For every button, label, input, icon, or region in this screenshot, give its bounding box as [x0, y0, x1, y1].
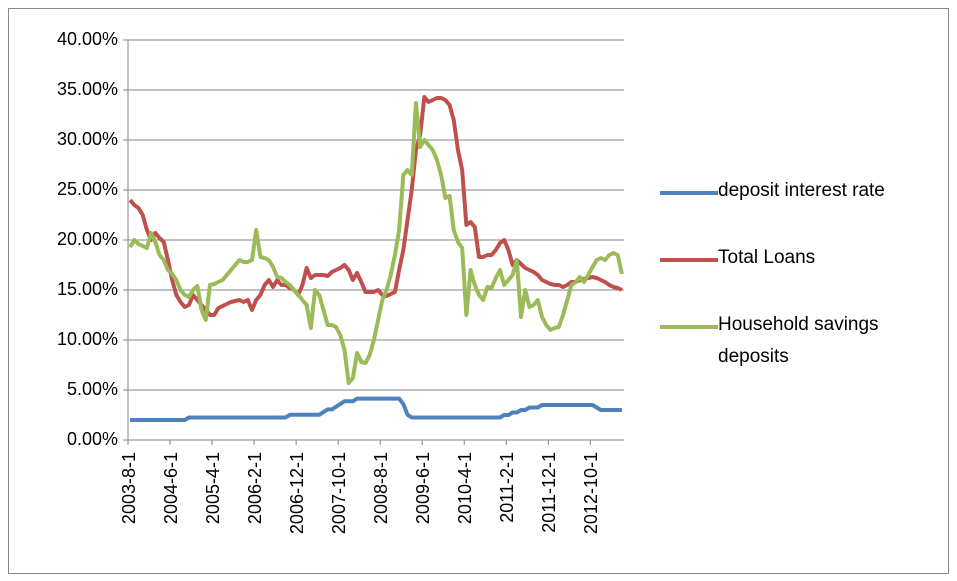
x-tick-label: 2007-10-1 — [329, 452, 349, 534]
line-series — [130, 396, 622, 422]
x-tick-label: 2011-12-1 — [539, 452, 559, 533]
legend-label: Household savings deposits — [718, 314, 879, 367]
x-tick-label: 2010-4-1 — [455, 452, 475, 524]
legend-swatch — [660, 258, 718, 262]
x-tick-label: 2005-4-1 — [203, 452, 223, 524]
x-tick-label: 2006-2-1 — [245, 452, 265, 524]
line-series — [128, 101, 624, 385]
legend-item: Household savings deposits — [660, 314, 950, 373]
legend-item: deposit interest rate — [660, 180, 950, 207]
legend-swatch — [660, 191, 718, 195]
line-series — [128, 95, 623, 317]
legend-swatch — [660, 325, 718, 329]
y-tick-label: 5.00% — [67, 379, 118, 399]
legend-label: deposit interest rate — [718, 180, 885, 201]
x-tick-label: 2008-8-1 — [371, 452, 391, 524]
legend: deposit interest rate Total Loans Househol… — [660, 180, 950, 413]
x-tick-label: 2011-2-1 — [497, 452, 517, 523]
y-tick-label: 20.00% — [57, 229, 118, 249]
y-tick-label: 25.00% — [57, 179, 118, 199]
legend-item: Total Loans — [660, 247, 950, 274]
x-tick-label: 2004-6-1 — [161, 452, 181, 524]
x-tick-label: 2012-10-1 — [581, 452, 601, 534]
x-tick-label: 2003-8-1 — [119, 452, 139, 524]
legend-label: Total Loans — [718, 247, 816, 268]
y-tick-label: 10.00% — [57, 329, 118, 349]
x-tick-label: 2006-12-1 — [287, 452, 307, 534]
y-tick-label: 35.00% — [57, 79, 118, 99]
y-tick-label: 30.00% — [57, 129, 118, 149]
y-tick-label: 0.00% — [67, 429, 118, 449]
y-tick-label: 40.00% — [57, 29, 118, 49]
x-tick-label: 2009-6-1 — [413, 452, 433, 524]
y-tick-label: 15.00% — [57, 279, 118, 299]
